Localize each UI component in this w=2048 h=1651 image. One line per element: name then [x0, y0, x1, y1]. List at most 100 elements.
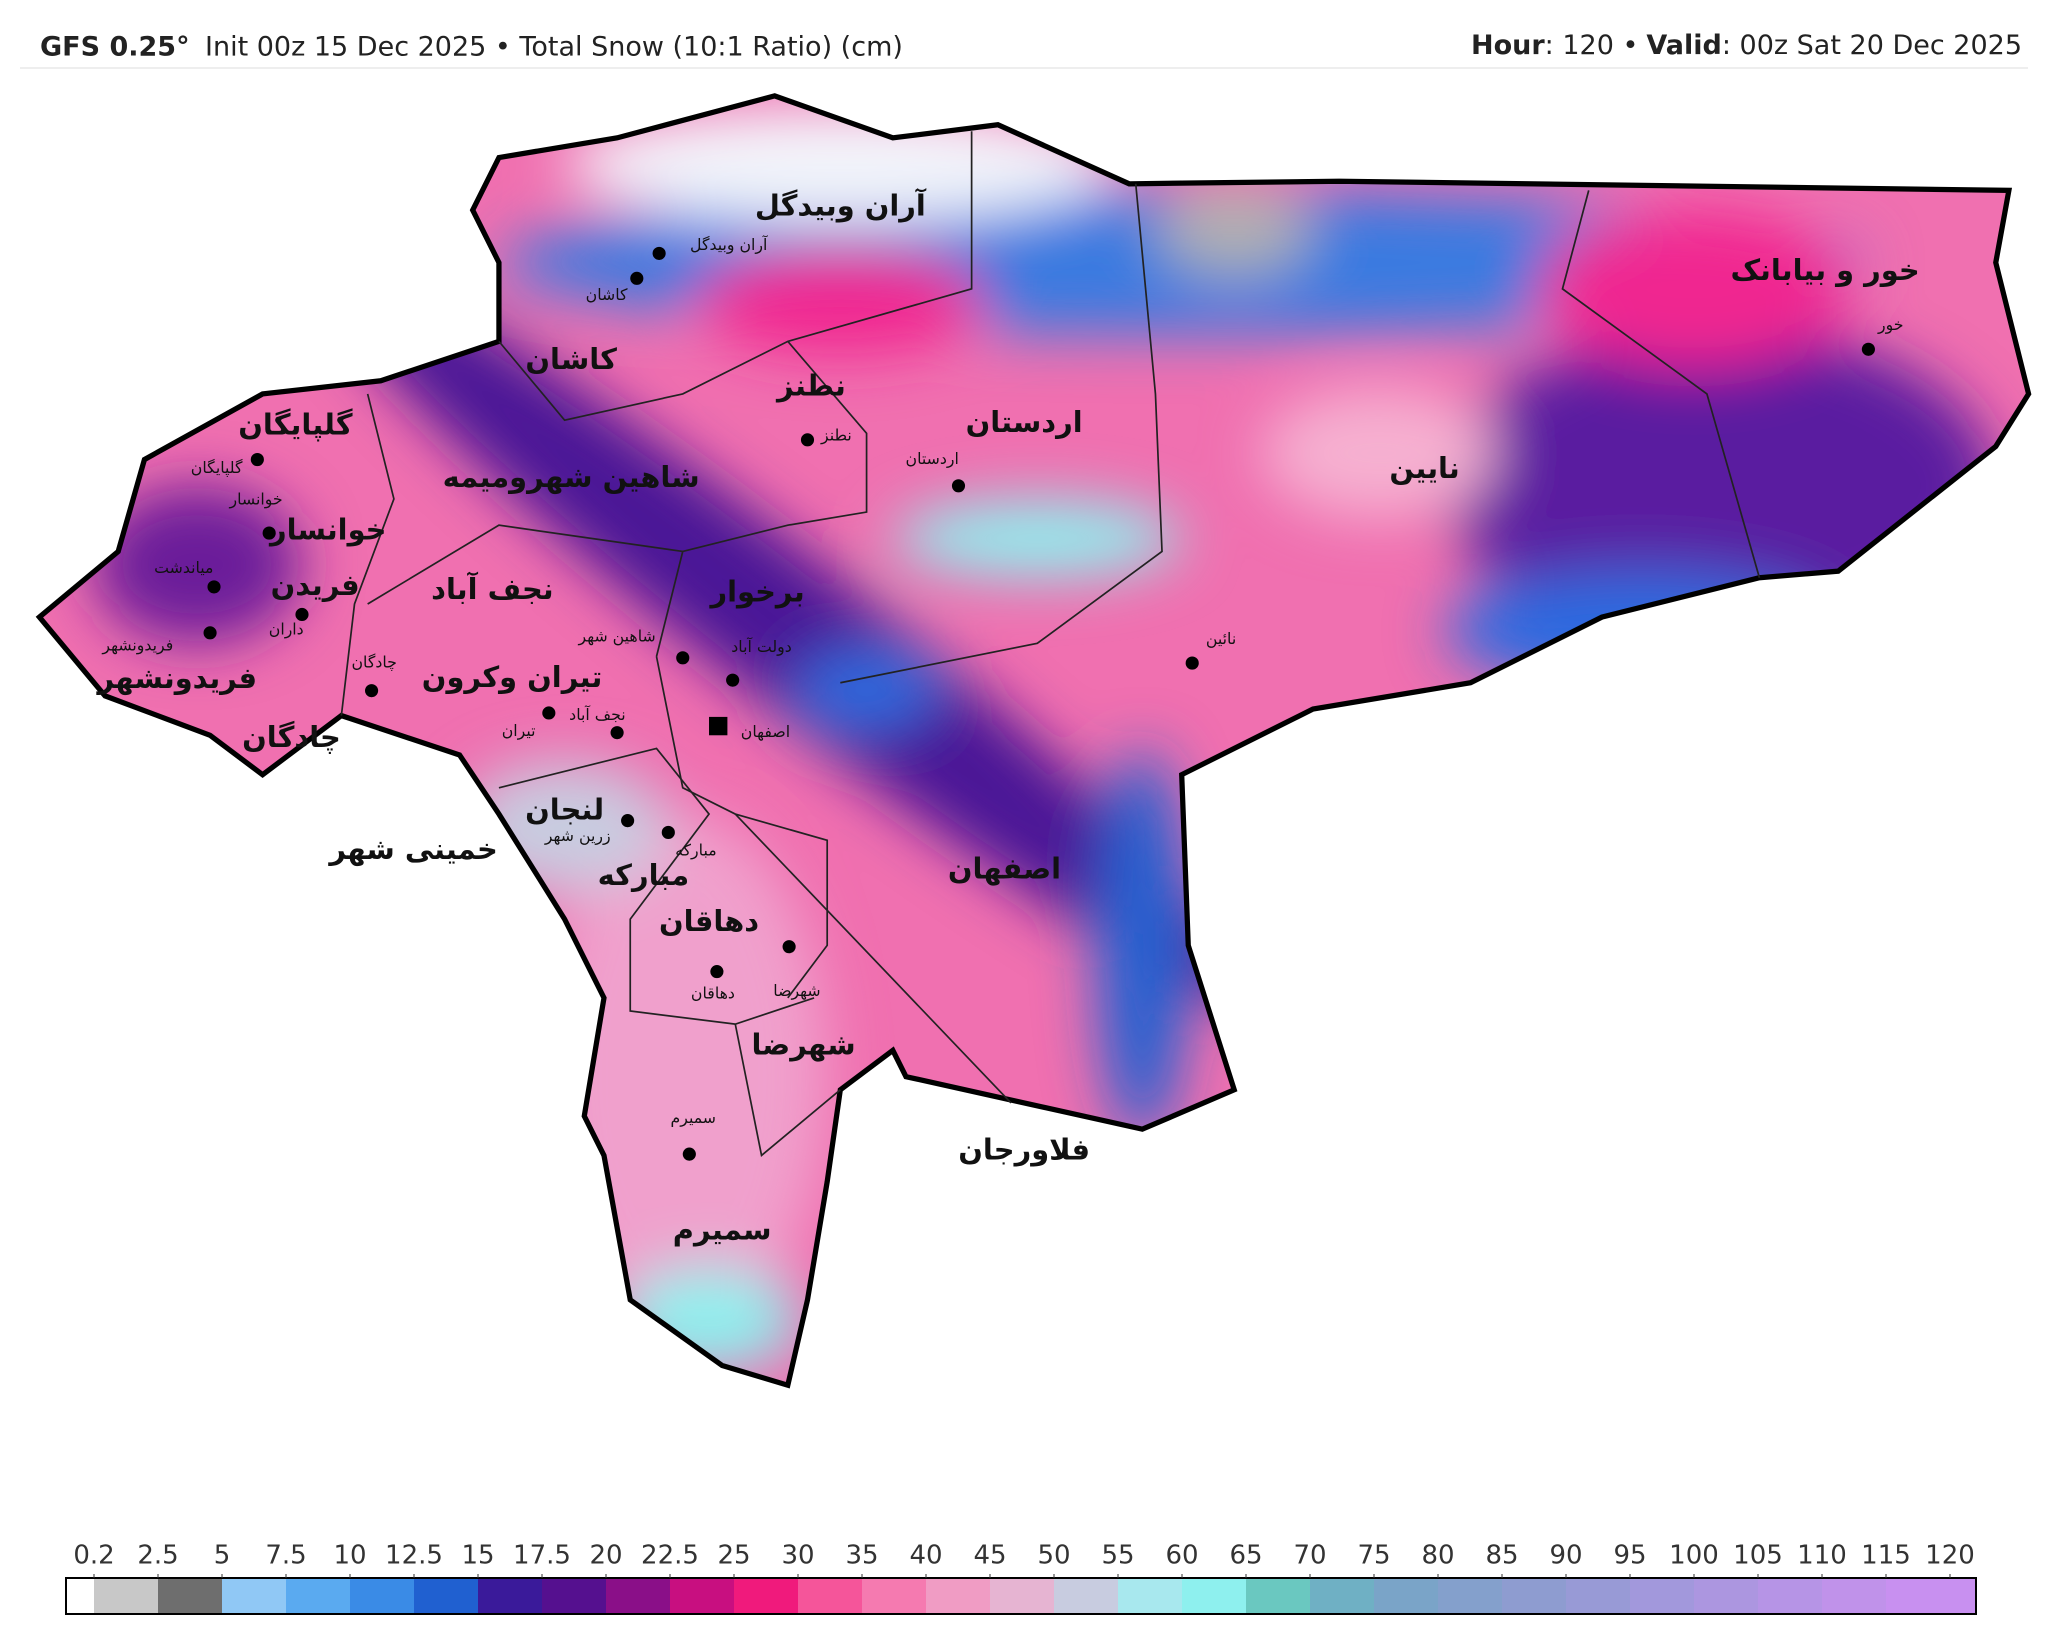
county-label: برخوار [708, 574, 804, 608]
city-marker [782, 940, 796, 954]
city-label: نائین [1206, 629, 1236, 649]
city-label: نجف آباد [569, 705, 625, 724]
county-label: چادگان [242, 720, 341, 754]
city-marker [652, 246, 666, 260]
city-label: کاشان [586, 285, 628, 304]
city-marker [710, 965, 724, 979]
county-label: مبارکه [598, 858, 689, 892]
colorbar-segment [1246, 1578, 1311, 1614]
city-label: دهاقان [691, 983, 735, 1002]
hour-key: Hour [1471, 30, 1545, 61]
county-label: اردستان [966, 405, 1083, 439]
colorbar-tick-label: 60 [1165, 1541, 1198, 1571]
city-marker [621, 814, 635, 828]
colorbar-segment [606, 1578, 671, 1614]
county-label: لنجان [525, 792, 604, 826]
city-marker [661, 825, 675, 840]
header-init: Init 00z 15 Dec 2025 • Total Snow (10:1 … [205, 32, 903, 63]
colorbar-segment [1310, 1578, 1375, 1614]
colorbar-tick-label: 65 [1229, 1541, 1262, 1571]
colorbar-segment [1054, 1578, 1119, 1614]
colorbar-segment [1886, 1578, 1951, 1614]
city-marker [676, 651, 690, 665]
colorbar-tick-label: 110 [1797, 1541, 1847, 1571]
county-label: کاشان [525, 342, 617, 376]
county-label: گلپایگان [238, 408, 353, 442]
colorbar-tick-label: 22.5 [641, 1541, 699, 1571]
county-label: نایین [1389, 451, 1459, 485]
colorbar-segment [1758, 1578, 1823, 1614]
colorbar-tick-label: 45 [973, 1541, 1006, 1571]
city-marker [262, 526, 276, 540]
colorbar-segment [1630, 1578, 1695, 1614]
city-label: خوانسار [228, 490, 282, 510]
colorbar-segment [670, 1578, 735, 1614]
county-label: سمیرم [673, 1213, 772, 1247]
colorbar-tick-label: 90 [1549, 1541, 1582, 1571]
map: آران وبیدگل کاشان نطنز اردستان نایین خور و بی… [0, 0, 2048, 1444]
city-label: گلپایگان [191, 458, 243, 478]
city-label: داران [269, 620, 304, 640]
county-label: فلاورجان [958, 1133, 1090, 1167]
county-label: نجف آباد [431, 571, 554, 606]
city-label: اصفهان [741, 722, 790, 742]
colorbar-tick-label: 0.2 [73, 1541, 114, 1571]
colorbar-segment [1182, 1578, 1247, 1614]
colorbar-tick-label: 15 [461, 1541, 494, 1571]
city-label: نطنز [820, 425, 852, 445]
city-label: مبارکه [675, 840, 717, 860]
colorbar-segment [1822, 1578, 1887, 1614]
city-label: خور [1877, 315, 1903, 335]
colorbar-segment [734, 1578, 799, 1614]
colorbar-tick-label: 30 [781, 1541, 814, 1571]
colorbar-segment [286, 1578, 351, 1614]
colorbar-tick-label: 35 [845, 1541, 878, 1571]
county-label: خور و بیابانک [1730, 253, 1919, 287]
county-label: فریدن [271, 568, 360, 602]
colorbar-high [1950, 1578, 1976, 1614]
city-marker [682, 1147, 696, 1161]
colorbar-segment [1438, 1578, 1503, 1614]
city-label: تیران [502, 721, 536, 741]
header-model: GFS 0.25° [40, 32, 190, 63]
district-lines [340, 131, 1761, 1158]
city-marker [1185, 656, 1199, 670]
city-label: زرین شهر [544, 826, 611, 846]
colorbar-tick-label: 85 [1485, 1541, 1518, 1571]
city-label: آران وبیدگل [690, 235, 768, 255]
city-label: میاندشت [154, 558, 213, 577]
colorbar-segment [94, 1578, 159, 1614]
colorbar-segment [798, 1578, 863, 1614]
colorbar-segment [1566, 1578, 1631, 1614]
hour-value: : 120 • [1545, 30, 1639, 61]
city-marker [365, 684, 379, 698]
colorbar-tick-label: 40 [909, 1541, 942, 1571]
colorbar-tick-label: 50 [1037, 1541, 1070, 1571]
colorbar-tick-label: 10 [333, 1541, 366, 1571]
city-label: چادگان [351, 653, 396, 672]
city-marker [630, 271, 644, 285]
colorbar-segment [1118, 1578, 1183, 1614]
city-marker [726, 673, 740, 687]
city-marker [295, 607, 309, 622]
colorbar-segment [414, 1578, 479, 1614]
county-label: خمینی شهر [327, 832, 497, 866]
colorbar-tick-label: 55 [1101, 1541, 1134, 1571]
labels: آران وبیدگل کاشان نطنز اردستان نایین خور و بی… [95, 187, 1919, 1246]
county-label: اصفهان [948, 852, 1061, 886]
county-label: نطنز [775, 368, 846, 402]
county-label: تیران وکرون [422, 660, 602, 694]
colorbar-tick-label: 7.5 [265, 1541, 306, 1571]
county-label: آران وبیدگل [755, 187, 927, 222]
colorbar-tick-label: 115 [1861, 1541, 1911, 1571]
colorbar-segment [990, 1578, 1055, 1614]
colorbar-frame [65, 1577, 1977, 1615]
colorbar: 0.2 2.5 5 7.5 10 12.5 15 17.5 20 22.5 25 30 35 40 45 50… [65, 1541, 1977, 1615]
colorbar-tick-label: 17.5 [513, 1541, 571, 1571]
colorbar-low [66, 1578, 94, 1614]
city-label: شاهین شهر [578, 626, 656, 646]
city-marker [203, 626, 217, 640]
county-label: دهاقان [659, 904, 759, 938]
colorbar-segment [478, 1578, 543, 1614]
